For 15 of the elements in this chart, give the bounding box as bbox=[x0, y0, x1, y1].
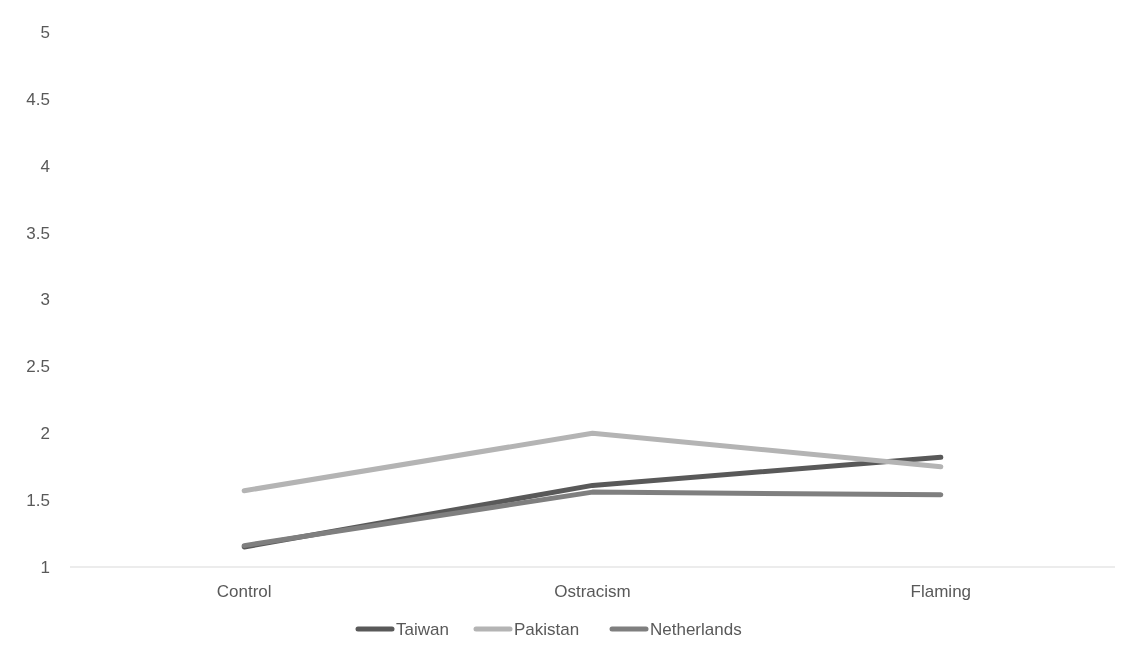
x-tick-label: Ostracism bbox=[554, 582, 631, 601]
y-tick-label: 3.5 bbox=[26, 223, 50, 243]
x-tick-label: Control bbox=[216, 582, 272, 601]
y-tick-label: 1 bbox=[40, 557, 50, 577]
legend-label: Netherlands bbox=[650, 619, 742, 639]
y-tick-label: 3 bbox=[40, 290, 50, 310]
y-tick-label: 4 bbox=[40, 156, 50, 176]
y-tick-label: 2.5 bbox=[26, 357, 50, 377]
y-tick-label: 4.5 bbox=[26, 89, 50, 109]
y-tick-label: 2 bbox=[40, 424, 50, 444]
legend-label: Pakistan bbox=[514, 619, 580, 639]
y-tick-label: 1.5 bbox=[26, 491, 50, 511]
x-tick-label: Flaming bbox=[910, 582, 972, 601]
legend-label: Taiwan bbox=[396, 619, 449, 639]
y-tick-label: 5 bbox=[40, 22, 50, 42]
